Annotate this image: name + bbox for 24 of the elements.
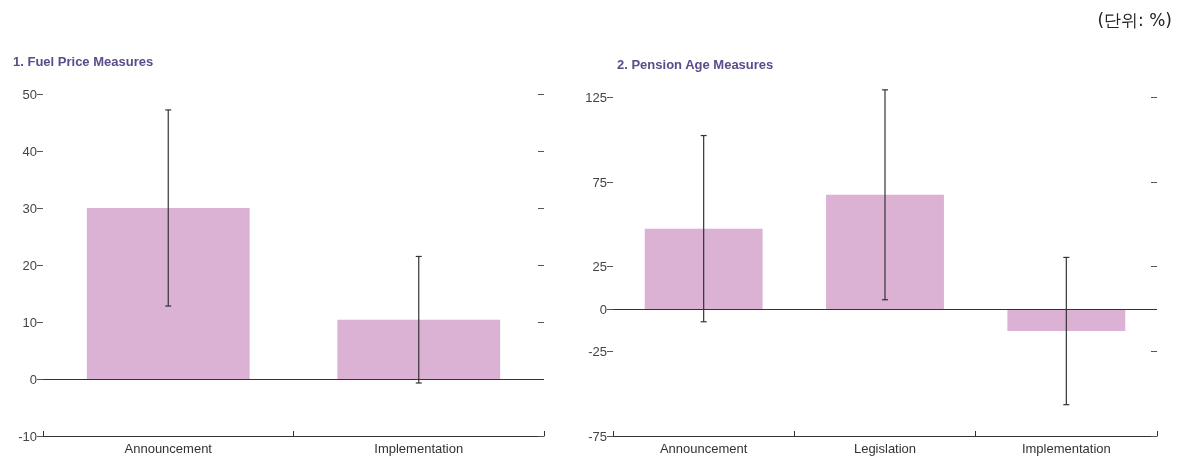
x-tick-label: Implementation (374, 441, 464, 456)
x-tick-label: Legislation (853, 441, 917, 456)
y-tick-label: 125 (585, 89, 607, 105)
y-tick-label: 10 (22, 314, 37, 330)
y-tick-label: -10 (18, 428, 37, 444)
y-tick-label: 25 (592, 259, 607, 275)
y-tick-label: -25 (588, 343, 607, 359)
y-tick-label: 20 (22, 257, 37, 273)
chart-title: 1. Fuel Price Measures (13, 54, 154, 69)
y-tick-label: 75 (592, 174, 607, 190)
y-tick-label: 30 (22, 200, 37, 216)
y-tick-label: 40 (22, 143, 37, 159)
bar (644, 228, 763, 310)
y-tick-label: 0 (29, 371, 37, 387)
y-tick-label: 50 (22, 86, 37, 102)
y-tick-label: 0 (599, 301, 607, 317)
bar (826, 194, 944, 310)
chart-title: 2. Pension Age Measures (617, 57, 774, 72)
x-tick-label: Implementation (1021, 441, 1111, 456)
x-tick-label: Announcement (124, 441, 213, 456)
text: (단위: %) (1097, 9, 1173, 30)
y-tick-label: -75 (588, 428, 607, 444)
x-tick-label: Announcement (659, 441, 748, 456)
bar (1007, 309, 1126, 332)
